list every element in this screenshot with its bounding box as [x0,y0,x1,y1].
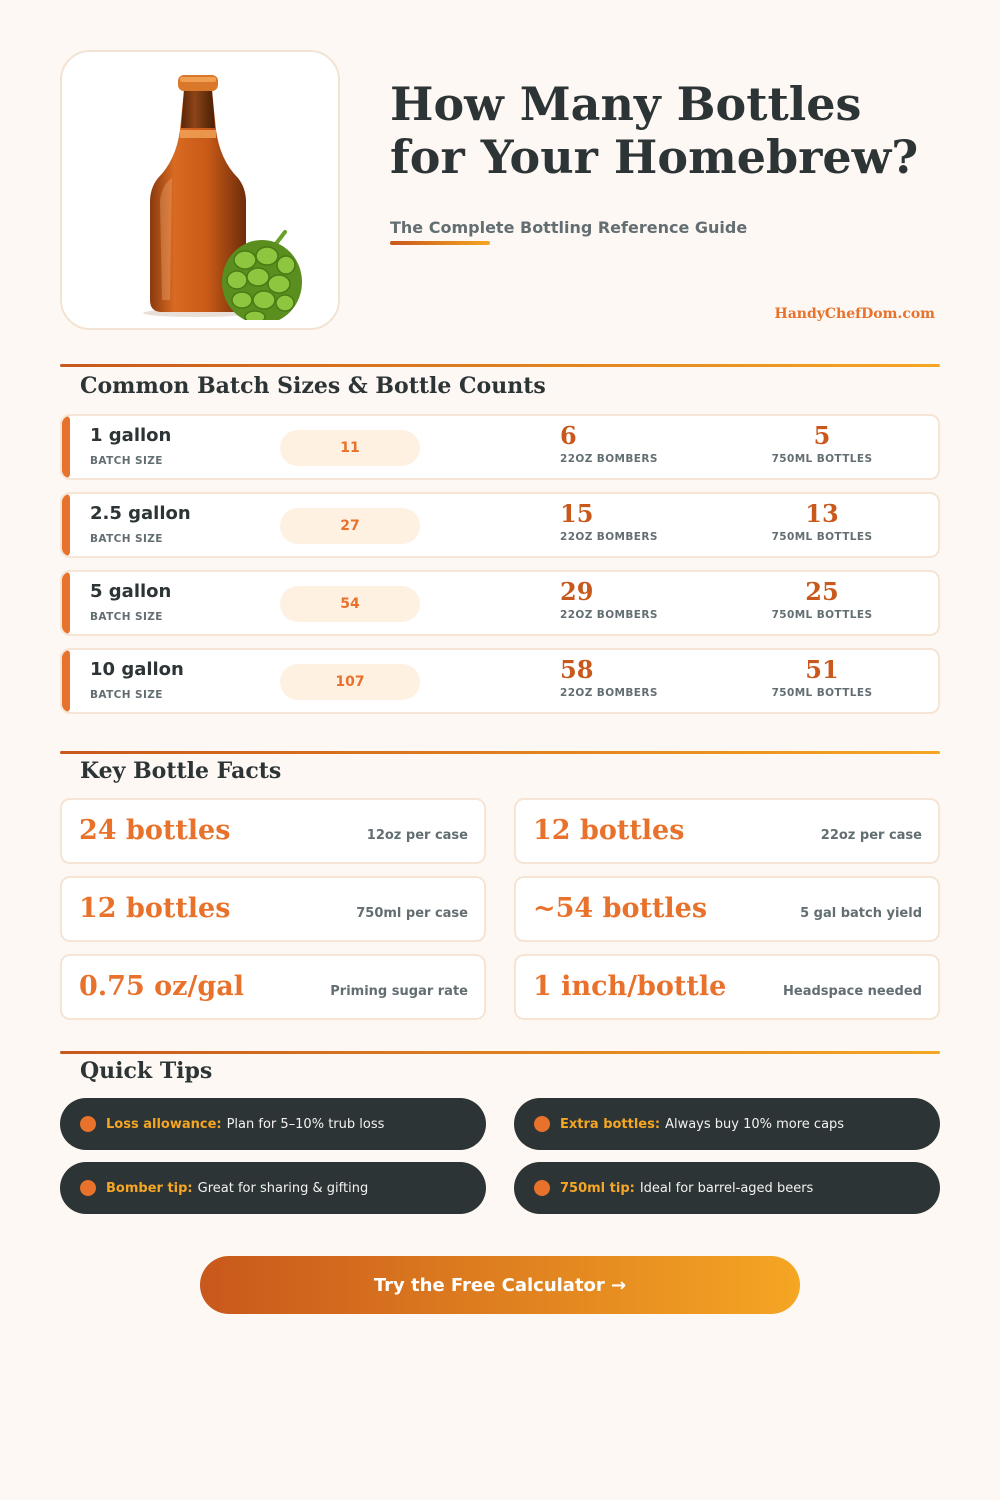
batch-size-label: BATCH SIZE [90,455,163,467]
bombers-column: 29 22OZ BOMBERS [560,577,658,621]
bombers-column: 58 22OZ BOMBERS [560,655,658,699]
fact-value: 24 bottles [79,815,231,846]
brand-link[interactable]: HandyChefDom.com [774,306,936,322]
section-divider [60,364,940,367]
fact-label: Priming sugar rate [330,984,468,999]
bombers-column: 6 22OZ BOMBERS [560,421,658,465]
fact-value: 0.75 oz/gal [79,971,244,1002]
fact-label: 12oz per case [366,828,468,843]
row-accent-bar [62,572,70,634]
batch-size: 2.5 gallon [90,503,191,524]
batch-row: 1 gallon BATCH SIZE 11 6 22OZ BOMBERS 5 … [60,414,940,480]
fact-label: 750ml per case [356,906,468,921]
fact-card: 12 bottles 750ml per case [60,876,486,942]
fact-label: Headspace needed [783,984,922,999]
tip-key: Loss allowance: [106,1116,222,1132]
bombers-count: 58 [560,655,594,684]
bullet-dot-icon [80,1116,96,1132]
bombers-label: 22OZ BOMBERS [560,687,658,699]
batch-size-label: BATCH SIZE [90,689,163,701]
bombers-column: 15 22OZ BOMBERS [560,499,658,543]
bottles-12oz-pill: 54 [280,586,420,622]
fact-label: 22oz per case [820,828,922,843]
bullet-dot-icon [534,1180,550,1196]
tip-item: Extra bottles: Always buy 10% more caps [514,1098,940,1150]
fact-card: 0.75 oz/gal Priming sugar rate [60,954,486,1020]
bombers-label: 22OZ BOMBERS [560,531,658,543]
fact-value: 1 inch/bottle [533,971,727,1002]
subtitle-underline [390,241,490,245]
bombers-count: 6 [560,421,577,450]
page-title: How Many Bottles for Your Homebrew? [390,78,970,184]
tip-text: Plan for 5–10% trub loss [226,1116,385,1132]
bombers-label: 22OZ BOMBERS [560,609,658,621]
title-line-1: How Many Bottles [390,77,862,131]
batch-row: 10 gallon BATCH SIZE 107 58 22OZ BOMBERS… [60,648,940,714]
tip-key: Bomber tip: [106,1180,193,1196]
batch-size: 5 gallon [90,581,172,602]
bottles-12oz-pill: 27 [280,508,420,544]
batch-size: 1 gallon [90,425,172,446]
row-accent-bar [62,416,70,478]
750ml-column: 5 750ML BOTTLES [752,421,892,465]
title-line-2: for Your Homebrew? [390,130,919,184]
section-divider [60,751,940,754]
fact-label: 5 gal batch yield [800,906,922,921]
batch-size-label: BATCH SIZE [90,533,163,545]
fact-card: 24 bottles 12oz per case [60,798,486,864]
tip-text: Great for sharing & gifting [197,1180,369,1196]
tip-key: 750ml tip: [560,1180,635,1196]
750ml-column: 51 750ML BOTTLES [752,655,892,699]
fact-value: 12 bottles [533,815,685,846]
tip-text: Ideal for barrel-aged beers [639,1180,814,1196]
tip-item: Loss allowance: Plan for 5–10% trub loss [60,1098,486,1150]
subtitle: The Complete Bottling Reference Guide [390,218,748,237]
750ml-count: 25 [805,577,839,606]
750ml-label: 750ML BOTTLES [771,453,873,465]
batch-row: 2.5 gallon BATCH SIZE 27 15 22OZ BOMBERS… [60,492,940,558]
batch-row: 5 gallon BATCH SIZE 54 29 22OZ BOMBERS 2… [60,570,940,636]
750ml-count: 13 [805,499,839,528]
tip-item: Bomber tip: Great for sharing & gifting [60,1162,486,1214]
hop-cone-icon [222,230,302,320]
tip-key: Extra bottles: [560,1116,661,1132]
batch-size: 10 gallon [90,659,184,680]
fact-card: 12 bottles 22oz per case [514,798,940,864]
750ml-label: 750ML BOTTLES [771,687,873,699]
750ml-label: 750ML BOTTLES [771,531,873,543]
fact-value: 12 bottles [79,893,231,924]
750ml-label: 750ML BOTTLES [771,609,873,621]
row-accent-bar [62,650,70,712]
bullet-dot-icon [534,1116,550,1132]
750ml-count: 5 [813,421,831,450]
hero-image-card [60,50,340,330]
section-divider [60,1051,940,1054]
bottles-12oz-pill: 11 [280,430,420,466]
batch-size-label: BATCH SIZE [90,611,163,623]
tips-section-title: Quick Tips [80,1058,213,1084]
beer-bottle-icon [143,75,302,320]
750ml-column: 25 750ML BOTTLES [752,577,892,621]
tip-item: 750ml tip: Ideal for barrel-aged beers [514,1162,940,1214]
fact-card: 1 inch/bottle Headspace needed [514,954,940,1020]
bombers-count: 29 [560,577,594,606]
batch-section-title: Common Batch Sizes & Bottle Counts [80,373,546,399]
bullet-dot-icon [80,1180,96,1196]
try-calculator-button[interactable]: Try the Free Calculator → [200,1256,800,1314]
fact-card: ~54 bottles 5 gal batch yield [514,876,940,942]
750ml-count: 51 [805,655,839,684]
facts-section-title: Key Bottle Facts [80,758,282,784]
750ml-column: 13 750ML BOTTLES [752,499,892,543]
bombers-label: 22OZ BOMBERS [560,453,658,465]
bombers-count: 15 [560,499,594,528]
fact-value: ~54 bottles [533,893,708,924]
bottles-12oz-pill: 107 [280,664,420,700]
tip-text: Always buy 10% more caps [665,1116,845,1132]
row-accent-bar [62,494,70,556]
